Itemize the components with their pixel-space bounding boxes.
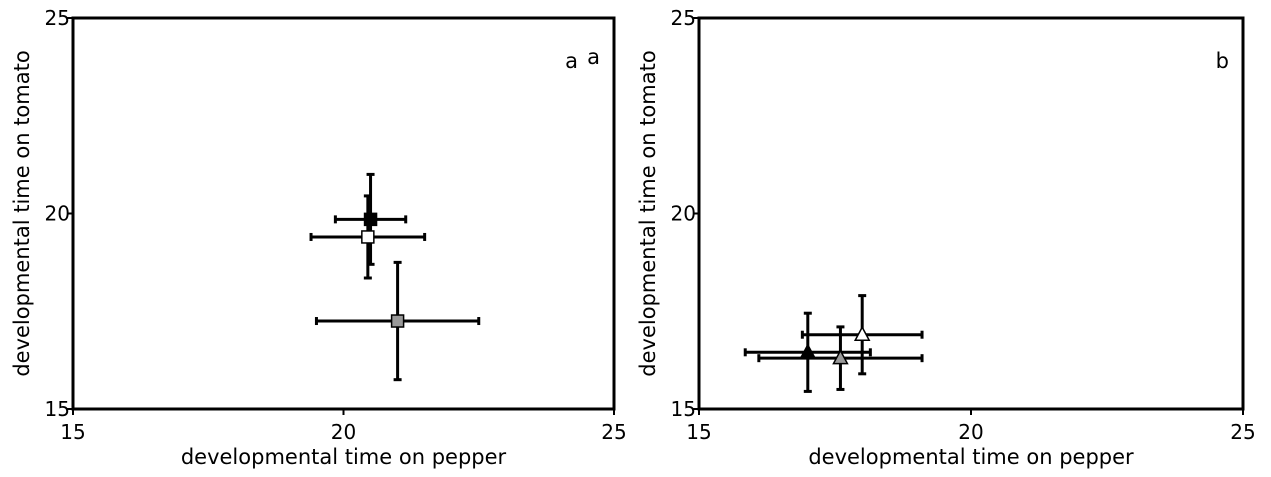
triangle-marker [832,349,849,365]
x-tick-label: 15 [60,420,85,444]
triangle-marker [853,325,871,341]
x-axis-title: developmental time on pepper [808,445,1134,469]
y-tick-label: 25 [671,6,696,30]
plot-frame [697,16,1245,411]
panel-label: a [565,49,578,73]
x-tick-label: 20 [331,420,356,444]
panel-b: 15 20 25 15 20 25 developmental time on pepper… [636,6,1256,469]
data-point [333,172,408,266]
data-point [743,311,872,393]
y-tick-label: 15 [45,397,70,421]
square-marker [390,314,405,328]
x-tick-label: 25 [1230,420,1255,444]
x-tick-label: 25 [601,420,626,444]
x-tick-label: 15 [686,420,711,444]
data-point [309,194,427,280]
y-tick-label: 20 [45,202,70,226]
y-tick-label: 20 [671,202,696,226]
data-point [757,325,924,391]
plot-frame [71,16,616,411]
x-tick-label: 20 [958,420,983,444]
data-point [314,260,481,382]
y-tick-label: 15 [671,397,696,421]
x-axis-title: developmental time on pepper [181,445,507,469]
square-marker [361,230,375,244]
panel-label: b [1216,49,1229,73]
panel-a: 15 20 25 15 20 25 developmental time on pepper… [10,6,627,469]
data-point [800,294,924,376]
y-tick-label: 25 [45,6,70,30]
panel-label-extra: a [587,45,600,69]
y-axis-title: developmental time on tomato [10,50,34,376]
y-axis-title: developmental time on tomato [636,50,660,376]
